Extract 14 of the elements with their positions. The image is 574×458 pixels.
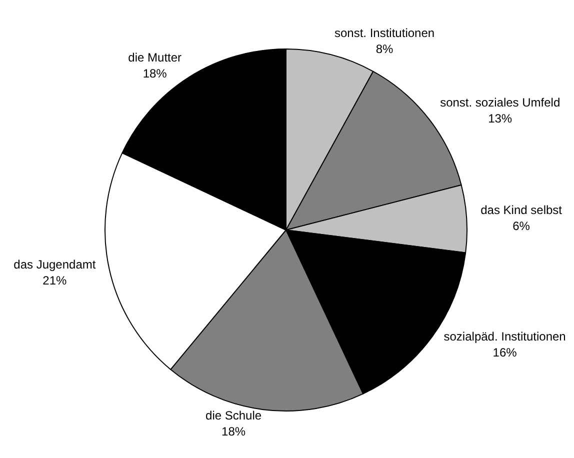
data-label: 18% bbox=[142, 66, 168, 80]
slice-label: sonst. Institutionen bbox=[334, 26, 435, 40]
data-label: 6% bbox=[512, 218, 530, 233]
data-label: 8% bbox=[376, 42, 394, 56]
data-label: 16% bbox=[492, 346, 518, 360]
data-label: 18% bbox=[222, 424, 246, 438]
slice-label: die Schule bbox=[206, 408, 262, 422]
data-label: 21% bbox=[42, 274, 67, 288]
slice-label: das Jugendamt bbox=[14, 258, 96, 272]
slice-label: sozialpäd. Institutionen bbox=[444, 330, 566, 344]
slice-label: das Kind selbst bbox=[480, 202, 563, 217]
slice-label: sonst. soziales Umfeld bbox=[440, 95, 560, 110]
data-label: 13% bbox=[488, 111, 512, 126]
slice-label: die Mutter bbox=[128, 50, 182, 64]
